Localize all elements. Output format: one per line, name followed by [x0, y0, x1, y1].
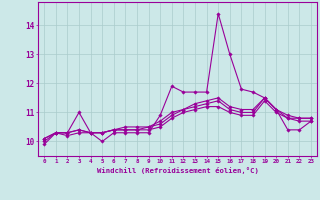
X-axis label: Windchill (Refroidissement éolien,°C): Windchill (Refroidissement éolien,°C) [97, 167, 259, 174]
